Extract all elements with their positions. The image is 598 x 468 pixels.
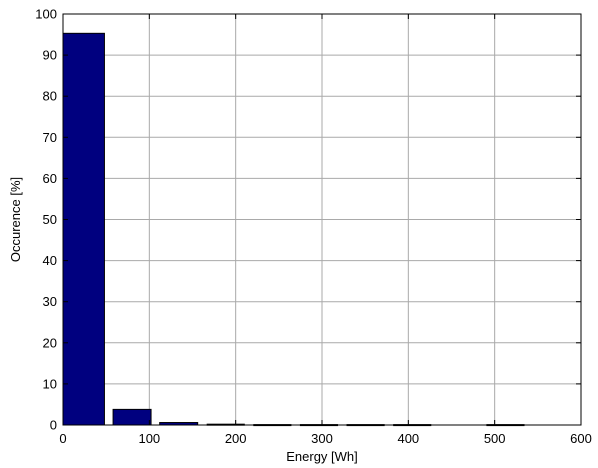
x-tick-label: 500	[484, 431, 506, 446]
x-tick-label: 200	[225, 431, 247, 446]
x-tick-label: 100	[138, 431, 160, 446]
ticks: 0 100 200 300 400 500 600 0 10 20 30 40 50 60 70 80 90 10…	[35, 7, 592, 447]
bar	[62, 32, 105, 426]
x-tick-label: 0	[59, 431, 66, 446]
y-tick-label: 10	[43, 376, 57, 391]
bars	[62, 32, 525, 427]
bar	[112, 408, 152, 426]
y-tick-label: 70	[43, 130, 57, 145]
y-axis-label: Occurence [%]	[8, 177, 23, 262]
y-tick-label: 40	[43, 253, 57, 268]
y-tick-label: 80	[43, 89, 57, 104]
x-tick-label: 600	[570, 431, 592, 446]
y-tick-label: 0	[50, 418, 57, 433]
y-tick-label: 30	[43, 294, 57, 309]
y-tick-label: 100	[35, 7, 57, 22]
y-tick-label: 20	[43, 335, 57, 350]
y-tick-label: 90	[43, 48, 57, 63]
x-tick-label: 300	[311, 431, 333, 446]
x-tick-label: 400	[397, 431, 419, 446]
y-tick-label: 60	[43, 171, 57, 186]
grid	[63, 14, 581, 425]
x-axis-label: Energy [Wh]	[286, 449, 358, 464]
y-tick-label: 50	[43, 212, 57, 227]
